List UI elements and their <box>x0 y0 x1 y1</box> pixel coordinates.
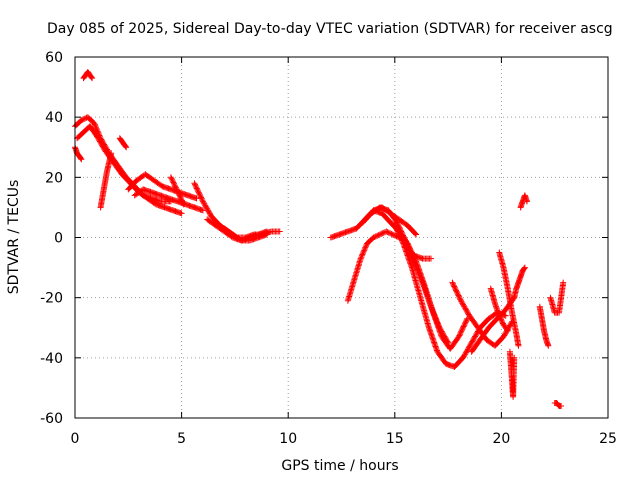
x-tick-label: 25 <box>599 431 617 447</box>
data-point-markers <box>402 243 434 262</box>
y-axis-title: SDTVAR / TECUs <box>6 180 22 295</box>
series-arc-4 <box>80 69 96 82</box>
series-arc-12 <box>221 225 270 244</box>
x-tick-label: 20 <box>492 431 510 447</box>
data-point-markers <box>547 279 567 316</box>
x-tick-label: 0 <box>71 431 80 447</box>
series-arc-23 <box>506 348 518 400</box>
data-point-markers <box>506 348 518 400</box>
axes: 0 5 10 15 20 25 -60 -40 -20 0 20 40 60 <box>40 50 617 447</box>
series-arc-25 <box>517 192 530 211</box>
x-axis-title: GPS time / hours <box>281 458 398 474</box>
chart-title: Day 085 of 2025, Sidereal Day-to-day VTE… <box>47 21 613 37</box>
x-tick-label: 10 <box>279 431 297 447</box>
y-tick-label: 60 <box>45 50 63 66</box>
data-point-markers <box>487 285 511 334</box>
grid <box>75 57 608 418</box>
y-tick-label: -20 <box>40 291 63 307</box>
data-point-markers <box>80 69 96 82</box>
data-point-markers <box>536 303 552 349</box>
y-tick-label: 20 <box>45 170 63 186</box>
series-arc-14 <box>344 228 409 304</box>
y-tick-label: -60 <box>40 411 63 427</box>
data-point-markers <box>116 135 130 151</box>
data-point-markers <box>551 400 565 409</box>
series-arc-6 <box>116 135 130 151</box>
y-tick-label: -40 <box>40 351 63 367</box>
data-marks <box>72 69 567 409</box>
series-arc-22 <box>496 249 522 349</box>
data-point-markers <box>496 249 522 349</box>
series-arc-27 <box>547 279 567 316</box>
data-point-markers <box>167 174 187 208</box>
x-tick-label: 15 <box>386 431 404 447</box>
data-point-markers <box>221 225 270 244</box>
series-arc-26 <box>536 303 552 349</box>
series-arc-9 <box>167 174 187 208</box>
series-arc-21 <box>487 285 511 334</box>
y-tick-label: 0 <box>54 231 63 247</box>
data-point-markers <box>97 150 115 211</box>
y-tick-label: 40 <box>45 110 63 126</box>
series-arc-5 <box>97 150 115 211</box>
data-point-markers <box>517 192 530 211</box>
data-point-markers <box>344 228 409 304</box>
x-tick-label: 5 <box>177 431 186 447</box>
series-arc-28 <box>551 400 565 409</box>
plot-frame <box>74 56 609 419</box>
series-arc-24 <box>511 264 528 301</box>
data-point-markers <box>511 264 528 301</box>
series-arc-18 <box>402 243 434 262</box>
